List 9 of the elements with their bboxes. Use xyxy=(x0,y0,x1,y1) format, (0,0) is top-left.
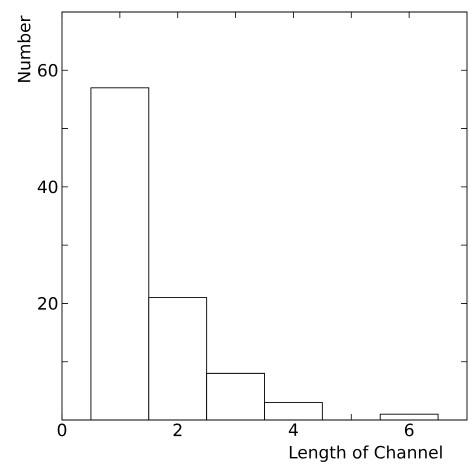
x-tick-label: 6 xyxy=(404,424,414,436)
y-axis-title: Number xyxy=(17,16,30,82)
x-tick-label: 0 xyxy=(58,424,66,436)
x-tick-label: 2 xyxy=(174,424,182,436)
y-tick-label: 40 xyxy=(38,180,58,194)
x-axis-title: Length of Channel xyxy=(290,446,442,462)
y-tick-label: 60 xyxy=(38,64,58,77)
y-tick-label: 20 xyxy=(38,297,58,310)
x-tick-label: 4 xyxy=(288,424,298,436)
